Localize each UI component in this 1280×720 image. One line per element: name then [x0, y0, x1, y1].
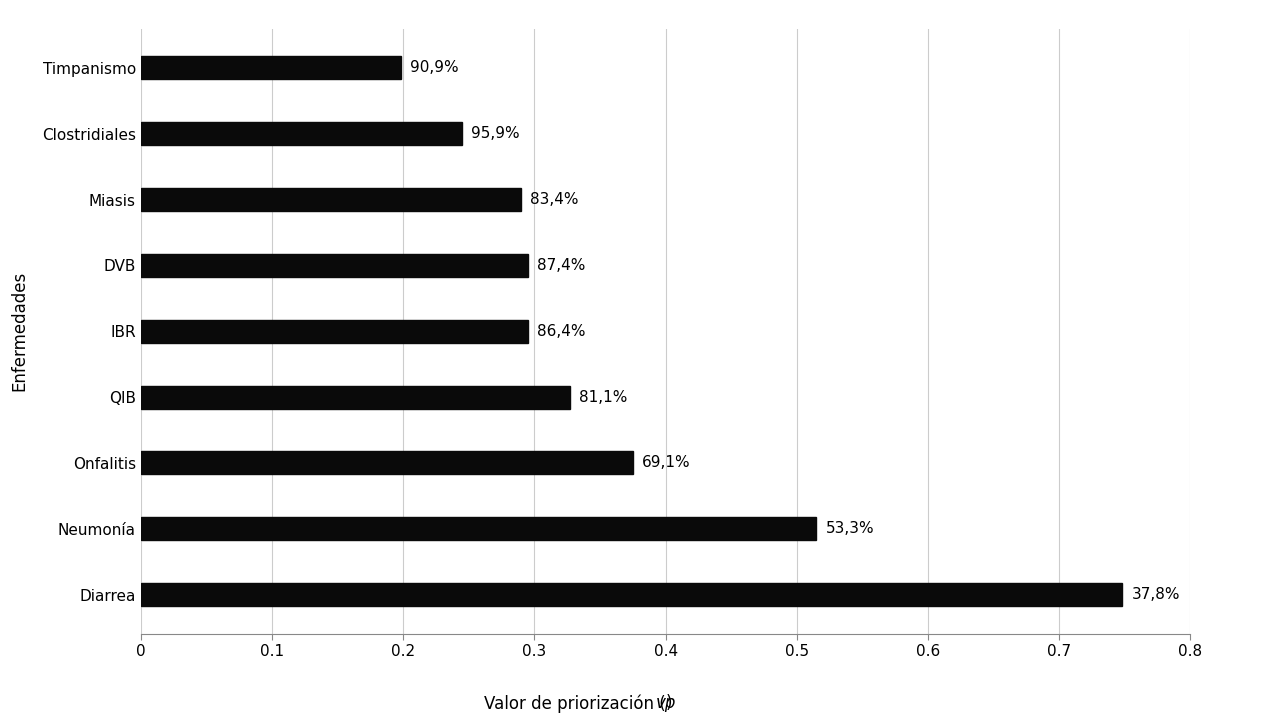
Text: 95,9%: 95,9%	[471, 126, 520, 141]
Bar	[141, 122, 462, 145]
Text: 87,4%: 87,4%	[538, 258, 585, 273]
Text: 86,4%: 86,4%	[538, 324, 585, 338]
Y-axis label: Enfermedades: Enfermedades	[10, 271, 28, 392]
Text: 90,9%: 90,9%	[410, 60, 458, 76]
Text: Valor de priorización (: Valor de priorización (	[484, 694, 666, 713]
Bar	[141, 188, 521, 211]
Bar	[141, 517, 817, 540]
Bar	[141, 56, 401, 79]
Text: vp: vp	[655, 694, 676, 712]
Text: 83,4%: 83,4%	[530, 192, 579, 207]
Bar	[141, 320, 527, 343]
Text: 81,1%: 81,1%	[579, 390, 627, 405]
Text: 69,1%: 69,1%	[643, 455, 691, 470]
Text: ): )	[666, 694, 672, 712]
Text: 37,8%: 37,8%	[1132, 587, 1180, 602]
Bar	[141, 254, 527, 277]
Bar	[141, 451, 632, 474]
Text: 53,3%: 53,3%	[826, 521, 874, 536]
Bar	[141, 583, 1123, 606]
Bar	[141, 385, 570, 408]
